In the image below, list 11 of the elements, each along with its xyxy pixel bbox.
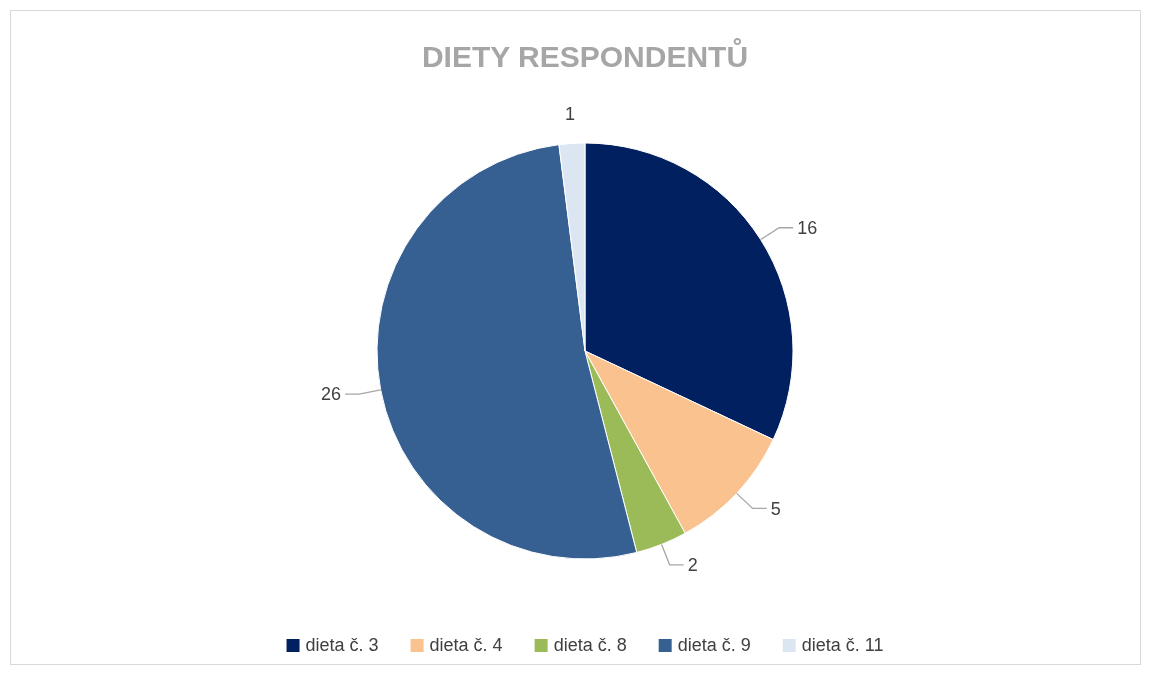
legend-label: dieta č. 4 xyxy=(429,635,503,656)
data-label: 2 xyxy=(687,555,698,576)
data-label: 1 xyxy=(565,103,576,124)
legend-label: dieta č. 11 xyxy=(801,635,884,656)
data-label: 5 xyxy=(770,498,781,519)
legend-label: dieta č. 9 xyxy=(677,635,751,656)
data-label: 26 xyxy=(321,384,342,405)
legend-label: dieta č. 3 xyxy=(305,635,379,656)
legend-label: dieta č. 8 xyxy=(553,635,627,656)
chart-title: DIETY RESPONDENTŮ xyxy=(421,38,749,73)
data-label: 16 xyxy=(797,218,818,239)
